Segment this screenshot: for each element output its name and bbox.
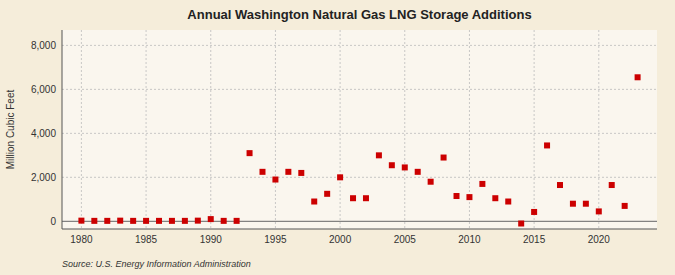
point (583, 201, 589, 207)
grid-line-x (598, 30, 599, 229)
point (428, 179, 434, 185)
point (259, 169, 265, 175)
grid-line-x (404, 30, 405, 229)
x-tick-label: 2000 (329, 234, 352, 245)
point (622, 203, 628, 209)
y-tick-label: 2,000 (31, 172, 56, 183)
point (376, 152, 382, 158)
y-tick-label: 4,000 (31, 128, 56, 139)
grid-line-x (146, 30, 147, 229)
point (466, 194, 472, 200)
grid-line-x (81, 30, 82, 229)
point (531, 209, 537, 215)
grid (62, 30, 657, 229)
x-tick-label: 2015 (523, 234, 546, 245)
point (518, 221, 524, 227)
x-tick-label: 2020 (588, 234, 611, 245)
title: Annual Washington Natural Gas LNG Storag… (187, 7, 531, 22)
point (441, 155, 447, 161)
grid-line-y (62, 133, 657, 134)
background (0, 0, 675, 275)
point (570, 201, 576, 207)
source: Source: U.S. Energy Information Administ… (62, 259, 251, 269)
zero-line (62, 221, 657, 222)
point (492, 195, 498, 201)
point (544, 142, 550, 148)
grid-line-y (62, 177, 657, 178)
point (117, 218, 123, 224)
point (91, 218, 97, 224)
point (169, 218, 175, 224)
point (221, 218, 227, 224)
point (415, 169, 421, 175)
point (479, 181, 485, 187)
grid-line-x (534, 30, 535, 229)
x-tick-label: 1985 (135, 234, 158, 245)
point (337, 174, 343, 180)
point (208, 216, 214, 222)
plot-area (62, 30, 657, 229)
point (324, 191, 330, 197)
point (285, 169, 291, 175)
point (104, 218, 110, 224)
point (505, 199, 511, 205)
y-axis-label: Million Cubic Feet (5, 90, 16, 170)
grid-line-y (62, 45, 657, 46)
point (363, 195, 369, 201)
point (298, 170, 304, 176)
x-tick-label: 1980 (70, 234, 93, 245)
y-axis-line (62, 30, 63, 229)
grid-line-x (210, 30, 211, 229)
y-tick-label: 0 (50, 216, 56, 227)
point (311, 199, 317, 205)
chart: 0 2,000 4,000 6,000 8,000 1980 1985 1990 1995 200… (0, 0, 675, 275)
point (609, 182, 615, 188)
point (156, 218, 162, 224)
y-tick-label: 6,000 (31, 84, 56, 95)
x-axis-line (62, 229, 657, 230)
point (402, 164, 408, 170)
point (182, 218, 188, 224)
axes: 0 2,000 4,000 6,000 8,000 1980 1985 1990 1995 200… (31, 30, 657, 245)
point (143, 218, 149, 224)
point (247, 150, 253, 156)
point (454, 193, 460, 199)
x-tick-label: 1990 (200, 234, 223, 245)
point (635, 74, 641, 80)
grid-line-x (275, 30, 276, 229)
point (130, 218, 136, 224)
point (596, 208, 602, 214)
x-tick-label: 2005 (394, 234, 417, 245)
point (78, 218, 84, 224)
point (389, 162, 395, 168)
point (557, 182, 563, 188)
point (350, 195, 356, 201)
x-tick-label: 1995 (264, 234, 287, 245)
y-tick-label: 8,000 (31, 40, 56, 51)
points (78, 74, 640, 226)
x-tick-label: 2010 (458, 234, 481, 245)
grid-line-x (340, 30, 341, 229)
point (195, 218, 201, 224)
point (234, 218, 240, 224)
point (272, 177, 278, 183)
grid-line-y (62, 89, 657, 90)
